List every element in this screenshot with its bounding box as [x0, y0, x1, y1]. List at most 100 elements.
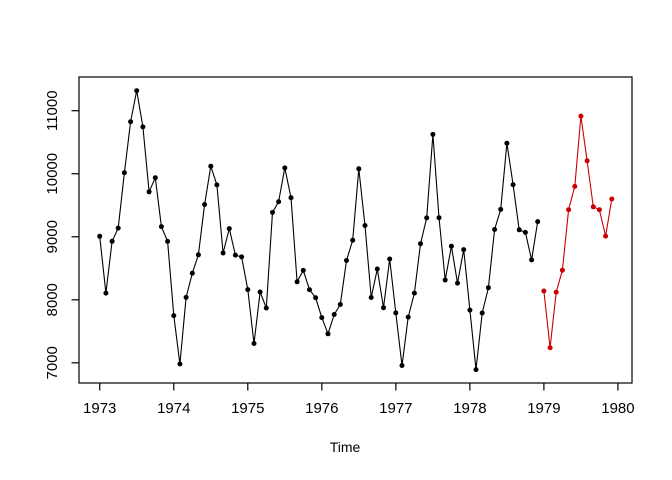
data-point: [319, 315, 325, 321]
data-point: [566, 207, 572, 213]
data-point: [134, 88, 140, 94]
data-point: [165, 238, 171, 244]
data-point: [578, 113, 584, 119]
data-point: [214, 182, 220, 188]
data-point: [424, 215, 430, 221]
data-point: [300, 267, 306, 273]
data-point: [522, 229, 528, 235]
data-point: [381, 305, 386, 311]
x-tick-label: 1980: [601, 400, 634, 417]
data-point: [220, 250, 226, 256]
data-point: [516, 227, 522, 233]
x-axis-title: Time: [330, 439, 361, 455]
data-point: [596, 207, 602, 213]
data-point: [405, 314, 411, 320]
data-point: [510, 182, 516, 188]
data-point: [609, 196, 615, 202]
data-point: [294, 279, 300, 285]
data-point: [146, 189, 152, 195]
x-tick-label: 1979: [527, 400, 560, 417]
x-tick-label: 1978: [453, 400, 486, 417]
data-point: [344, 258, 349, 263]
data-point: [479, 310, 485, 316]
data-point: [263, 305, 269, 311]
data-point: [411, 290, 417, 296]
data-point: [374, 266, 380, 272]
data-point: [436, 215, 442, 221]
data-point: [467, 307, 473, 313]
data-point: [362, 223, 368, 228]
data-point: [121, 170, 127, 176]
data-point: [455, 280, 460, 286]
y-axis: 7000 8000 9000 10000 11000: [44, 90, 79, 380]
data-point: [461, 247, 467, 253]
data-point: [584, 158, 590, 164]
data-point: [152, 175, 158, 181]
data-point: [313, 295, 319, 301]
data-point: [399, 363, 405, 368]
data-point: [140, 124, 146, 130]
data-point: [226, 226, 232, 232]
data-point: [239, 254, 245, 260]
data-point: [109, 238, 115, 244]
data-point: [208, 163, 214, 169]
data-point: [535, 219, 541, 225]
data-point: [97, 233, 103, 239]
data-point: [492, 227, 498, 232]
data-point: [541, 288, 547, 294]
series-line: [99, 90, 539, 371]
x-tick-label: 1973: [83, 400, 116, 417]
data-point: [251, 341, 257, 346]
y-tick-label: 7000: [44, 346, 61, 379]
data-point: [158, 224, 164, 230]
data-point: [368, 295, 374, 300]
data-point: [337, 302, 343, 307]
data-point: [232, 252, 238, 258]
x-axis: 1973 1974 1975 1976 1977 1978 1979 1980: [83, 383, 635, 417]
y-tick-label: 10000: [44, 153, 61, 195]
x-tick-label: 1974: [157, 400, 190, 417]
plot-border: [78, 76, 633, 384]
data-point: [572, 183, 578, 189]
data-point: [307, 287, 312, 293]
data-point: [529, 257, 535, 263]
data-point: [547, 345, 553, 351]
data-point: [442, 277, 448, 283]
data-point: [418, 241, 423, 247]
data-point: [356, 166, 362, 172]
y-tick-label: 8000: [44, 283, 61, 316]
data-point: [350, 237, 356, 243]
data-point: [288, 195, 294, 201]
plot-frame: [78, 76, 633, 384]
data-point: [553, 289, 559, 295]
data-point: [282, 165, 288, 171]
data-point: [485, 285, 491, 291]
data-point: [202, 202, 208, 207]
y-tick-label: 11000: [44, 90, 61, 131]
data-point: [559, 267, 565, 273]
data-point: [430, 131, 436, 137]
data-point: [331, 312, 337, 317]
x-tick-label: 1977: [379, 400, 412, 417]
data-point: [276, 199, 282, 205]
data-point: [504, 140, 510, 146]
x-tick-label: 1975: [231, 400, 264, 417]
data-point: [115, 225, 121, 231]
data-point: [171, 313, 177, 319]
data-point: [177, 361, 183, 367]
data-point: [473, 367, 479, 373]
series-forecast-1979: [541, 113, 615, 351]
data-point: [387, 256, 393, 262]
data-point: [498, 206, 504, 212]
series-layer: [97, 88, 615, 373]
data-point: [590, 204, 596, 210]
y-tick-label: 9000: [44, 220, 61, 253]
data-point: [245, 287, 251, 293]
data-point: [603, 233, 609, 239]
data-point: [448, 243, 454, 249]
data-point: [128, 119, 134, 125]
data-point: [189, 270, 195, 276]
data-point: [393, 310, 399, 316]
